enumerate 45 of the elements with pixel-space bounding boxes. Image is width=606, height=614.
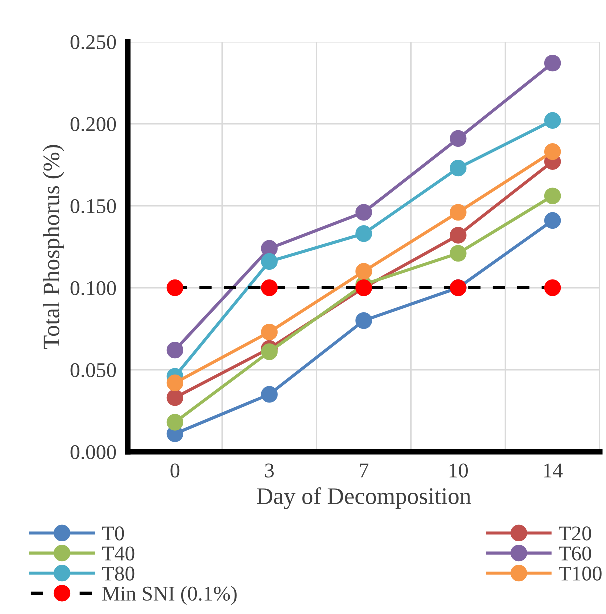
point xyxy=(356,226,372,242)
point xyxy=(166,414,184,431)
legend-label: T0 xyxy=(102,526,124,541)
point xyxy=(450,204,467,221)
legend-label: T100 xyxy=(559,566,602,581)
y-tick-label: 0.150 xyxy=(70,199,116,214)
point xyxy=(261,344,278,360)
point xyxy=(450,130,467,148)
point xyxy=(261,386,278,403)
point xyxy=(544,188,562,204)
point xyxy=(356,312,372,330)
y-axis-title: Total Phosphorus (%) xyxy=(43,145,64,350)
point xyxy=(544,112,562,130)
point xyxy=(261,324,278,341)
point xyxy=(166,390,184,406)
point xyxy=(544,54,562,72)
point xyxy=(544,212,562,230)
point xyxy=(544,280,562,296)
y-tick-label: 0.100 xyxy=(70,281,116,296)
point xyxy=(261,280,278,296)
legend-label: T40 xyxy=(102,546,135,561)
legend-label: Min SNI (0.1%) xyxy=(102,586,237,606)
point xyxy=(166,280,184,296)
legend-label: T60 xyxy=(559,546,592,561)
x-tick-label: 14 xyxy=(544,464,563,478)
x-tick-label: 3 xyxy=(265,464,274,478)
point xyxy=(166,374,184,392)
x-axis-title: Day of Decomposition xyxy=(257,488,472,510)
point xyxy=(261,253,278,270)
point xyxy=(450,245,467,262)
point xyxy=(544,144,562,160)
x-tick-label: 7 xyxy=(360,464,369,478)
legend-label: T20 xyxy=(559,526,592,541)
y-tick-label: 0.050 xyxy=(70,363,116,378)
point xyxy=(356,263,372,280)
point xyxy=(450,227,467,244)
point xyxy=(450,160,467,177)
x-tick-label: 10 xyxy=(450,464,468,478)
point xyxy=(166,342,184,359)
y-tick-label: 0.000 xyxy=(70,445,116,460)
legend-label: T80 xyxy=(102,566,135,581)
y-tick-label: 0.250 xyxy=(70,35,116,50)
y-tick-label: 0.200 xyxy=(70,117,116,132)
x-tick-label: 0 xyxy=(170,464,180,478)
point xyxy=(356,204,372,221)
